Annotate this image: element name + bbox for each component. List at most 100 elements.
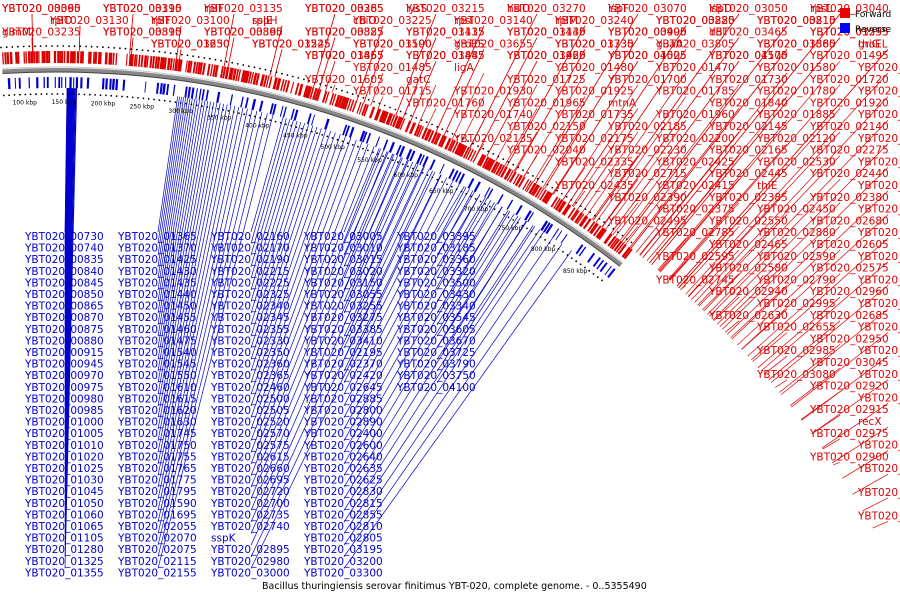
reverse-gene-label: YBT020_02805 [303, 533, 383, 545]
reverse-gene-label: YBT020_02360 [210, 359, 290, 371]
forward-gene-label: YBT020_03050 [708, 3, 788, 15]
reverse-label-line [343, 194, 481, 441]
reverse-feature [599, 262, 608, 273]
reverse-gene-label: YBT020_02225 [210, 277, 290, 289]
forward-feature [457, 144, 466, 157]
scale-dot [286, 74, 289, 76]
forward-label-line [426, 108, 437, 128]
forward-label-line [612, 202, 639, 235]
scale-dot [135, 48, 138, 51]
reverse-gene-label: YBT020_02520 [210, 417, 290, 429]
forward-label-line [370, 72, 384, 106]
reverse-gene-label: YBT020_02070 [117, 533, 197, 545]
reverse-label-line [436, 194, 481, 267]
forward-gene-label: YBT020_02135 [453, 133, 533, 145]
forward-feature [9, 52, 13, 65]
legend-reverse-label: Reverse [855, 25, 892, 35]
forward-label-line [131, 37, 134, 55]
reverse-label-line [343, 231, 544, 534]
scale-dot [253, 115, 256, 118]
reverse-feature [216, 91, 221, 103]
forward-feature [427, 130, 435, 142]
reverse-gene-label: YBT020_02075 [117, 544, 197, 556]
scale-dot [211, 107, 214, 109]
reverse-gene-label: YBT020_01775 [117, 475, 197, 487]
forward-feature [115, 53, 118, 65]
scale-dot [630, 241, 633, 244]
reverse-gene-label: YBT020_02190 [210, 254, 290, 266]
reverse-gene-label: YBT020_02350 [210, 347, 290, 359]
forward-label-line [639, 72, 788, 256]
forward-gene-label: YBT020_02230 [607, 145, 687, 157]
reverse-gene-label: YBT020_03000 [210, 567, 290, 579]
forward-feature [413, 124, 421, 136]
forward-feature [255, 73, 260, 86]
reverse-label-line [343, 243, 563, 558]
scale-dot [477, 145, 479, 148]
reverse-gene-label: YBT020_01280 [24, 544, 104, 556]
forward-gene-label: rplO [50, 15, 72, 27]
tick-label: 500 kbp [320, 144, 345, 151]
forward-feature [209, 64, 214, 77]
reverse-label-line [250, 166, 425, 546]
reverse-gene-label: YBT020_01000 [24, 417, 104, 429]
forward-feature [197, 62, 201, 75]
forward-gene-label: YBT020_01785 [655, 86, 735, 98]
reverse-gene-label: YBT020_01030 [24, 475, 104, 487]
reverse-feature [348, 126, 355, 138]
forward-feature [621, 246, 632, 258]
forward-feature [268, 76, 273, 89]
scale-dot [238, 112, 240, 114]
forward-feature [61, 51, 64, 63]
scale-dot [470, 195, 472, 198]
forward-feature [530, 184, 539, 196]
forward-label-line [731, 190, 889, 340]
forward-gene-label: YBT020_01735 [554, 109, 634, 121]
forward-label-line [179, 49, 182, 60]
reverse-gene-label: YBT020_01425 [117, 254, 197, 266]
reverse-feature [596, 259, 605, 270]
scale-dot [517, 166, 519, 169]
scale-dot [222, 109, 225, 111]
forward-label-line [657, 237, 687, 271]
scale-dot [536, 177, 539, 180]
forward-label-line [410, 61, 437, 122]
forward-feature [159, 57, 164, 70]
forward-label-line [506, 25, 586, 167]
scale-dot [367, 149, 369, 152]
forward-feature [314, 88, 320, 101]
reverse-feature [279, 105, 284, 117]
reverse-label-line [157, 108, 248, 511]
forward-feature [578, 215, 588, 227]
scale-dot [259, 116, 261, 119]
reverse-gene-label: YBT020_02215 [210, 266, 290, 278]
forward-feature [481, 156, 490, 169]
forward-feature [143, 55, 148, 68]
forward-label-line [620, 84, 740, 241]
forward-gene-label: YBT020_02335 [554, 156, 634, 168]
forward-feature [6, 52, 10, 65]
reverse-gene-label: YBT020_02645 [303, 382, 383, 394]
scale-dot [279, 122, 282, 124]
reverse-feature [144, 81, 147, 93]
forward-gene-label: YBT020_03215 [405, 3, 485, 15]
forward-feature [593, 225, 602, 237]
forward-label-line [741, 214, 889, 350]
forward-feature [169, 58, 173, 71]
forward-gene-label: ispD [709, 3, 732, 15]
feature-labels: YBT020_00395 YBT020_00390 rplF YBT020_00385… [1, 3, 900, 579]
forward-gene-label: YBT020_02975 [809, 428, 889, 440]
scale-dot [594, 214, 596, 217]
forward-feature [161, 57, 165, 70]
scale-dot [121, 95, 123, 98]
scale-dot [436, 125, 439, 128]
forward-gene-label: YBT020_01385 [756, 38, 836, 50]
reverse-label-line [343, 180, 454, 395]
scale-dot [460, 190, 463, 193]
reverse-feature [458, 173, 465, 185]
forward-feature [138, 54, 141, 67]
reverse-gene-label: YBT020_02615 [210, 451, 290, 463]
backbone-inner-line [2, 71, 621, 267]
reverse-feature [506, 199, 514, 210]
forward-feature [186, 60, 191, 73]
